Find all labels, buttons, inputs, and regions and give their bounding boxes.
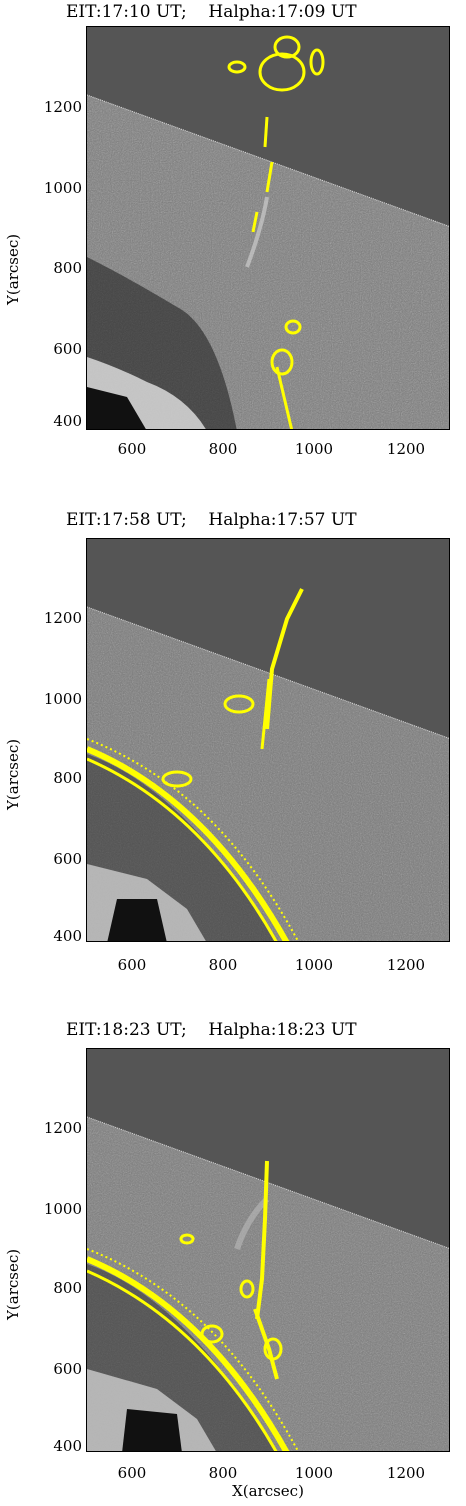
panel-title: EIT:18:23 UT; Halpha:18:23 UT: [66, 1020, 357, 1040]
solar-image: [87, 27, 449, 429]
y-tick: 1200: [43, 609, 82, 627]
image-frame: [86, 538, 450, 942]
x-tick: 1200: [386, 956, 426, 974]
x-axis-label: X(arcsec): [232, 1482, 304, 1500]
image-frame: [86, 26, 450, 430]
x-tick: 1000: [294, 956, 334, 974]
y-tick: 1000: [43, 690, 82, 708]
y-tick: 400: [53, 927, 82, 945]
x-tick: 1200: [386, 440, 426, 458]
y-tick: 800: [53, 259, 82, 277]
y-tick: 600: [53, 340, 82, 358]
x-tick: 600: [117, 440, 147, 458]
y-tick: 1000: [43, 179, 82, 197]
x-tick: 1000: [294, 1464, 334, 1482]
y-tick: 800: [53, 1279, 82, 1297]
y-tick: 400: [53, 1437, 82, 1455]
x-tick: 600: [117, 1464, 147, 1482]
solar-image: [87, 1049, 449, 1451]
y-axis-label: Y(arcsec): [4, 1248, 22, 1320]
y-tick: 1200: [43, 98, 82, 116]
x-tick: 1000: [294, 440, 334, 458]
y-axis-label: Y(arcsec): [4, 738, 22, 810]
y-axis-label: Y(arcsec): [4, 233, 22, 305]
panel-title: EIT:17:58 UT; Halpha:17:57 UT: [66, 510, 357, 530]
x-tick: 600: [117, 956, 147, 974]
image-frame: [86, 1048, 450, 1452]
x-tick: 1200: [386, 1464, 426, 1482]
x-tick: 800: [208, 1464, 238, 1482]
x-tick: 800: [208, 956, 238, 974]
y-tick: 1000: [43, 1200, 82, 1218]
y-tick: 600: [53, 1360, 82, 1378]
x-tick: 800: [208, 440, 238, 458]
panel-title: EIT:17:10 UT; Halpha:17:09 UT: [66, 2, 357, 22]
y-tick: 1200: [43, 1119, 82, 1137]
y-tick: 800: [53, 769, 82, 787]
y-tick: 600: [53, 850, 82, 868]
solar-image: [87, 539, 449, 941]
y-tick: 400: [53, 412, 82, 430]
